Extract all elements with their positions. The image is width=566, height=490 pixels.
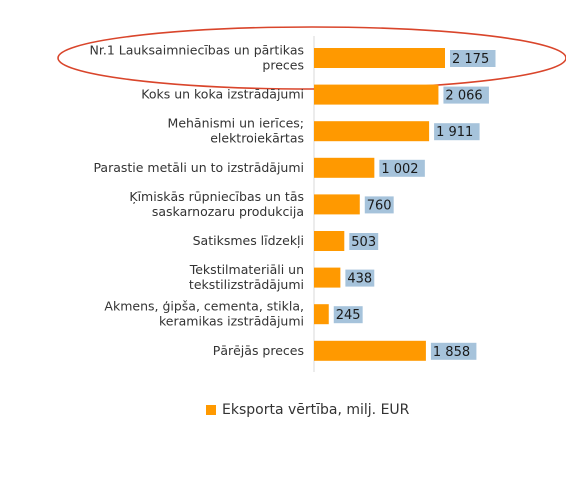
legend-label: Eksporta vērtība, milj. EUR [222, 402, 410, 418]
category-label-7-1: keramikas izstrādājumi [159, 314, 304, 329]
legend-swatch [206, 405, 216, 415]
value-label-0: 2 175 [452, 52, 489, 67]
bar-2 [314, 121, 430, 142]
value-label-bg-0 [450, 50, 496, 67]
category-label-3-0: Parastie metāli un to izstrādājumi [93, 160, 304, 175]
value-label-bg-6 [345, 269, 375, 287]
category-label-2-0: Mehānismi un ierīces; [168, 116, 304, 131]
category-label-2-1: elektroiekārtas [210, 131, 304, 146]
value-label-8: 1 858 [433, 345, 470, 360]
value-label-bg-2 [434, 123, 480, 141]
value-label-3: 1 002 [381, 162, 418, 177]
value-label-bg-1 [443, 86, 489, 104]
bar-3 [314, 157, 375, 178]
value-label-2: 1 911 [436, 125, 473, 140]
bar-0 [314, 48, 445, 68]
category-label-4-0: Ķīmiskās rūpniecības un tās [129, 189, 304, 204]
highlight-ellipse [57, 26, 566, 90]
value-label-bg-5 [349, 233, 379, 250]
value-label-bg-4 [364, 196, 394, 214]
value-label-4: 760 [367, 198, 392, 213]
bar-6 [314, 267, 341, 288]
value-label-bg-8 [430, 342, 477, 360]
category-label-4-1: saskarnozaru produkcija [152, 204, 304, 219]
category-label-8-0: Pārējās preces [213, 343, 304, 358]
category-label-5-0: Satiksmes līdzekļi [193, 233, 304, 248]
value-label-5: 503 [351, 235, 376, 250]
category-label-1-0: Koks un koka izstrādājumi [141, 87, 304, 102]
legend: Eksporta vērtība, milj. EUR [206, 402, 409, 418]
category-label-0-1: preces [262, 58, 304, 73]
bar-7 [314, 304, 329, 325]
category-label-6-0: Tekstilmateriāli un [189, 262, 304, 277]
category-label-7-0: Akmens, ģipša, cementa, stikla, [104, 299, 304, 314]
bar-1 [314, 84, 439, 105]
value-label-bg-3 [379, 159, 425, 177]
value-label-7: 245 [336, 308, 361, 323]
category-label-0-0: Nr.1 Lauksaimniecības un pārtikas [90, 43, 304, 58]
bar-8 [314, 340, 426, 361]
bar-5 [314, 231, 345, 251]
value-label-bg-7 [333, 306, 363, 324]
value-label-6: 438 [347, 272, 372, 287]
category-label-6-1: tekstilizstrādājumi [189, 277, 304, 292]
bar-4 [314, 194, 360, 215]
value-label-1: 2 066 [445, 89, 482, 104]
